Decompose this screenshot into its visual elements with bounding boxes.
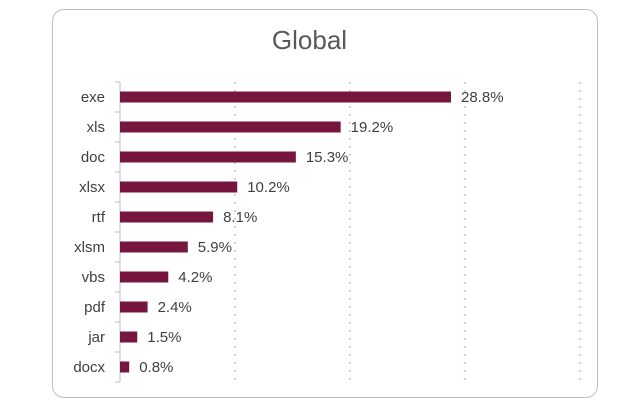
- category-label: docx: [73, 359, 105, 376]
- category-label: xlsx: [79, 179, 105, 196]
- bar: [120, 361, 130, 373]
- bar: [120, 121, 341, 133]
- category-label: doc: [81, 149, 106, 166]
- category-label: pdf: [84, 299, 106, 316]
- bar: [120, 151, 296, 163]
- bar: [120, 331, 138, 343]
- data-label: 10.2%: [247, 179, 290, 196]
- data-label: 2.4%: [158, 299, 192, 316]
- category-label: rtf: [92, 209, 106, 226]
- data-label: 8.1%: [223, 209, 257, 226]
- bar: [120, 271, 169, 283]
- category-label: xlsm: [74, 239, 105, 256]
- data-label: 4.2%: [178, 269, 212, 286]
- data-label: 1.5%: [147, 329, 181, 346]
- data-label: 19.2%: [351, 119, 394, 136]
- chart-card: [52, 9, 598, 398]
- data-label: 15.3%: [306, 149, 349, 166]
- bar: [120, 241, 188, 253]
- category-label: jar: [87, 329, 105, 346]
- data-label: 28.8%: [461, 89, 504, 106]
- category-label: vbs: [82, 269, 105, 286]
- category-label: exe: [81, 89, 105, 106]
- bar: [120, 301, 148, 313]
- bar: [120, 211, 214, 223]
- data-label: 0.8%: [139, 359, 173, 376]
- category-label: xls: [87, 119, 105, 136]
- bar: [120, 91, 451, 103]
- bar: [120, 181, 238, 193]
- data-label: 5.9%: [198, 239, 232, 256]
- chart-title: Global: [271, 25, 348, 55]
